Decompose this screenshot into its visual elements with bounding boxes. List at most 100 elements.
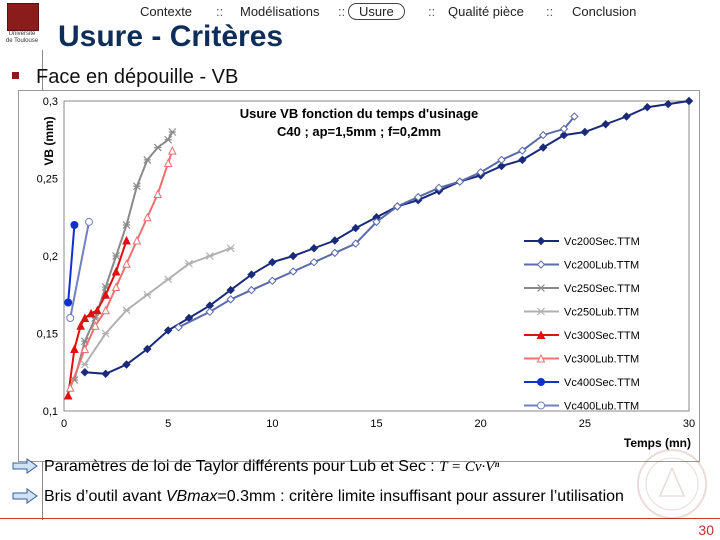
data-point — [268, 276, 277, 286]
legend-label: Vc200Lub.TTM — [564, 260, 639, 272]
data-point — [143, 155, 152, 164]
data-point — [538, 130, 548, 140]
chart-axes — [63, 100, 690, 412]
data-point — [168, 128, 177, 136]
data-point — [168, 145, 177, 155]
data-point — [497, 155, 506, 165]
legend-label: Vc200Sec.TTM — [564, 236, 640, 248]
x-tick-label: 20 — [475, 418, 487, 430]
legend-entry: Vc300Sec.TTM — [524, 330, 640, 342]
legend-entry: Vc250Lub.TTM — [524, 307, 639, 319]
data-point — [101, 290, 110, 299]
data-point — [93, 305, 102, 315]
x-tick-label: 30 — [683, 418, 695, 430]
x-tick-label: 25 — [579, 418, 591, 430]
data-point — [413, 192, 423, 202]
data-point — [330, 236, 340, 245]
data-point — [537, 307, 545, 316]
x-tick-label: 10 — [266, 418, 278, 430]
nav-item-usure[interactable]: Usure — [348, 3, 405, 20]
nav-separator: :: — [428, 4, 436, 19]
data-point — [80, 360, 89, 369]
data-point — [684, 96, 694, 106]
data-point — [663, 99, 673, 109]
data-point — [288, 251, 298, 261]
series-vc400sec-ttm — [64, 221, 79, 307]
y-axis-label: VB (mm) — [42, 116, 56, 165]
bullet-tool-break-emphasis: VBmax — [165, 488, 218, 505]
data-point — [288, 267, 298, 276]
logo-line-1: Université — [8, 31, 36, 37]
data-point — [86, 308, 96, 318]
data-point — [601, 120, 610, 129]
data-point — [226, 285, 235, 295]
data-point — [559, 130, 569, 140]
data-point — [70, 221, 79, 229]
series-line — [178, 115, 576, 329]
data-point — [351, 239, 360, 248]
x-tick-label: 5 — [165, 418, 171, 430]
data-point — [536, 330, 546, 339]
data-point — [122, 259, 131, 268]
nav-item-qualite-piece[interactable]: Qualité pièce — [448, 4, 524, 19]
data-point — [622, 112, 631, 121]
university-logo: Université de Toulouse — [4, 3, 40, 49]
data-point — [536, 236, 546, 246]
data-point — [518, 155, 527, 165]
chart-series — [63, 96, 694, 400]
chart-ticks: 0,1 0,15 0,2 0,25 0,3 0 5 10 15 20 25 30 — [37, 96, 696, 430]
data-point — [122, 360, 131, 369]
nav-separator: :: — [546, 4, 554, 19]
x-tick-label: 0 — [61, 418, 67, 430]
bullet-taylor: Paramètres de loi de Taylor différents p… — [44, 458, 499, 476]
bullet-tool-break-text-1: Bris d’outil avant — [44, 488, 166, 505]
data-point — [80, 344, 90, 353]
series-line — [69, 221, 90, 319]
data-point — [163, 158, 173, 167]
chart-frame: 0,1 0,15 0,2 0,25 0,3 0 5 10 15 20 25 30 Usure VB f… — [18, 90, 700, 462]
data-point — [309, 244, 319, 253]
legend-label: Vc300Sec.TTM — [564, 330, 640, 342]
university-seal-icon — [637, 449, 707, 519]
legend-entry: Vc200Sec.TTM — [524, 236, 640, 248]
series-vc250sec-ttm — [70, 128, 177, 384]
plot-area — [63, 100, 690, 412]
data-point — [101, 329, 110, 338]
nav-item-modelisations[interactable]: Modélisations — [240, 4, 320, 19]
nav-item-contexte[interactable]: Contexte — [140, 4, 193, 19]
legend-label: Vc250Sec.TTM — [564, 283, 640, 295]
data-point — [85, 217, 93, 226]
data-point — [580, 127, 590, 137]
data-point — [153, 189, 163, 198]
data-point — [122, 306, 131, 315]
data-point — [455, 177, 465, 186]
slide-title: Usure - Critères — [58, 20, 284, 53]
data-point — [143, 344, 152, 354]
data-point — [132, 182, 141, 191]
legend-label: Vc400Sec.TTM — [564, 377, 640, 389]
data-point — [247, 285, 256, 295]
data-point — [536, 353, 546, 363]
y-tick-label: 0,1 — [43, 406, 58, 418]
series-vc300sec-ttm — [63, 235, 131, 400]
legend-label: Vc300Lub.TTM — [564, 354, 639, 366]
nav-separator: :: — [338, 4, 346, 19]
data-point — [393, 202, 402, 211]
data-point — [66, 314, 75, 322]
data-point — [226, 244, 235, 253]
data-point — [185, 259, 193, 268]
x-tick-label: 15 — [370, 418, 382, 430]
data-point — [70, 344, 79, 353]
data-point — [80, 313, 90, 322]
chart-subtitle: C40 ; ap=1,5mm ; f=0,2mm — [277, 124, 441, 139]
data-point — [497, 161, 506, 171]
data-point — [143, 212, 152, 222]
data-point — [570, 112, 579, 121]
nav-item-conclusion[interactable]: Conclusion — [572, 4, 637, 19]
legend-entry: Vc200Lub.TTM — [524, 260, 639, 272]
data-point — [536, 260, 546, 269]
data-point — [164, 135, 173, 144]
bullet-taylor-text: Paramètres de loi de Taylor différents p… — [44, 458, 440, 475]
data-point — [205, 252, 214, 260]
chart-legend: Vc200Sec.TTM Vc200Lub.TTM Vc250Sec.TTM Vc25… — [524, 236, 640, 413]
